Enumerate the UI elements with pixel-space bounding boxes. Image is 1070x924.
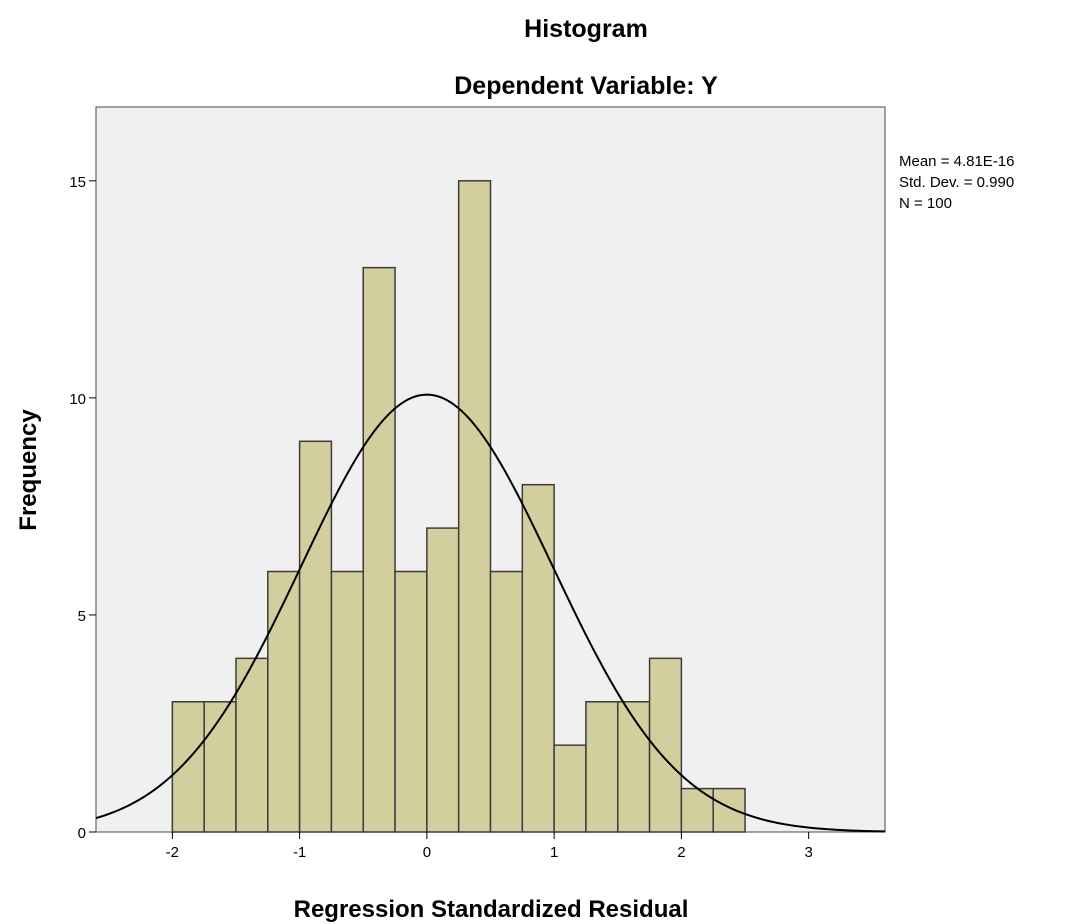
x-tick-label: 0	[423, 844, 431, 861]
chart-subtitle: Dependent Variable: Y	[454, 72, 718, 100]
x-tick-label: 1	[550, 844, 558, 861]
stats-mean: Mean = 4.81E-16	[899, 153, 1015, 170]
x-tick-label: 3	[804, 844, 812, 861]
histogram-bar	[457, 180, 492, 833]
histogram-bar	[171, 701, 205, 833]
x-tick-label: 2	[677, 844, 685, 861]
x-tick-label: -1	[293, 844, 306, 861]
histogram-bar	[553, 744, 587, 833]
histogram-bar	[330, 570, 364, 833]
histogram-bar	[489, 570, 524, 833]
y-tick-label: 5	[78, 608, 86, 625]
y-tick-label: 10	[69, 391, 86, 408]
histogram-bars	[171, 180, 746, 833]
histogram-bar	[585, 701, 619, 833]
histogram-bar	[426, 527, 460, 833]
y-tick-label: 0	[78, 825, 86, 842]
x-tick-label: -2	[166, 844, 179, 861]
stats-std-dev: Std. Dev. = 0.990	[899, 174, 1014, 191]
histogram-bar	[298, 440, 333, 833]
histogram-bar	[521, 483, 555, 833]
y-axis-ticks: 0 5 10 15	[69, 174, 96, 842]
histogram-bar	[712, 787, 746, 833]
stats-n: N = 100	[899, 195, 952, 212]
histogram-bar	[267, 570, 301, 833]
y-tick-label: 15	[69, 174, 86, 191]
histogram-bar	[648, 657, 683, 833]
histogram-bar	[617, 701, 651, 833]
stats-box: Mean = 4.81E-16 Std. Dev. = 0.990 N = 10…	[899, 153, 1015, 212]
x-axis-title: Regression Standardized Residual	[294, 896, 689, 923]
histogram-bar	[362, 266, 396, 833]
normal-curve	[95, 393, 886, 833]
x-axis-ticks: -2 -1 0 1 2 3	[166, 832, 813, 861]
y-axis-title: Frequency	[15, 409, 42, 531]
chart-title: Histogram	[524, 15, 648, 43]
histogram-bar	[394, 570, 428, 833]
histogram-bar	[203, 701, 237, 833]
